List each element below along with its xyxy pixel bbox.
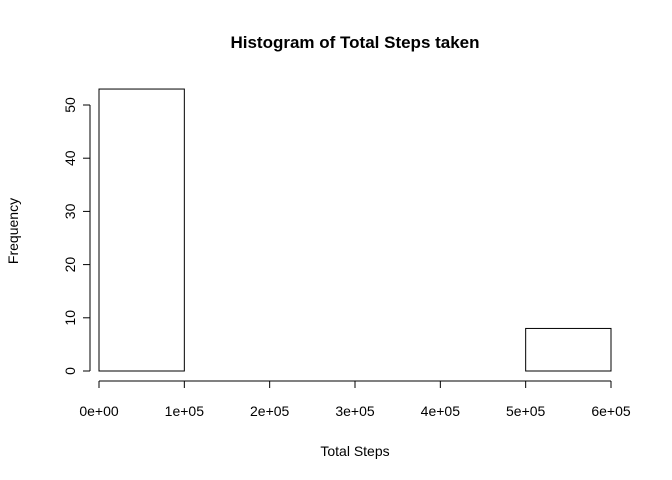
y-tick-label-1: 10 — [62, 310, 78, 326]
y-tick-label-2: 20 — [62, 257, 78, 273]
x-tick-label-2: 2e+05 — [250, 403, 290, 419]
y-axis-label: Frequency — [5, 198, 21, 264]
y-tick-label-3: 30 — [62, 203, 78, 219]
y-tick-label-0: 0 — [62, 367, 78, 375]
y-axis: 0 10 20 30 40 50 — [62, 97, 91, 375]
histogram-bar-0 — [98, 88, 185, 372]
x-tick-label-0: 0e+00 — [79, 403, 119, 419]
y-tick-label-4: 40 — [62, 150, 78, 166]
histogram-bar-5 — [525, 327, 612, 372]
x-axis-label: Total Steps — [320, 443, 389, 459]
x-axis: 0e+00 1e+05 2e+05 3e+05 4e+05 5e+05 6e+05 — [79, 380, 631, 419]
x-tick-label-4: 4e+05 — [421, 403, 461, 419]
x-tick-label-6: 6e+05 — [591, 403, 631, 419]
x-tick-label-1: 1e+05 — [165, 403, 205, 419]
chart-title: Histogram of Total Steps taken — [230, 33, 479, 52]
x-tick-label-3: 3e+05 — [335, 403, 375, 419]
y-tick-label-5: 50 — [62, 97, 78, 113]
x-tick-label-5: 5e+05 — [506, 403, 546, 419]
bars-group — [98, 88, 612, 372]
